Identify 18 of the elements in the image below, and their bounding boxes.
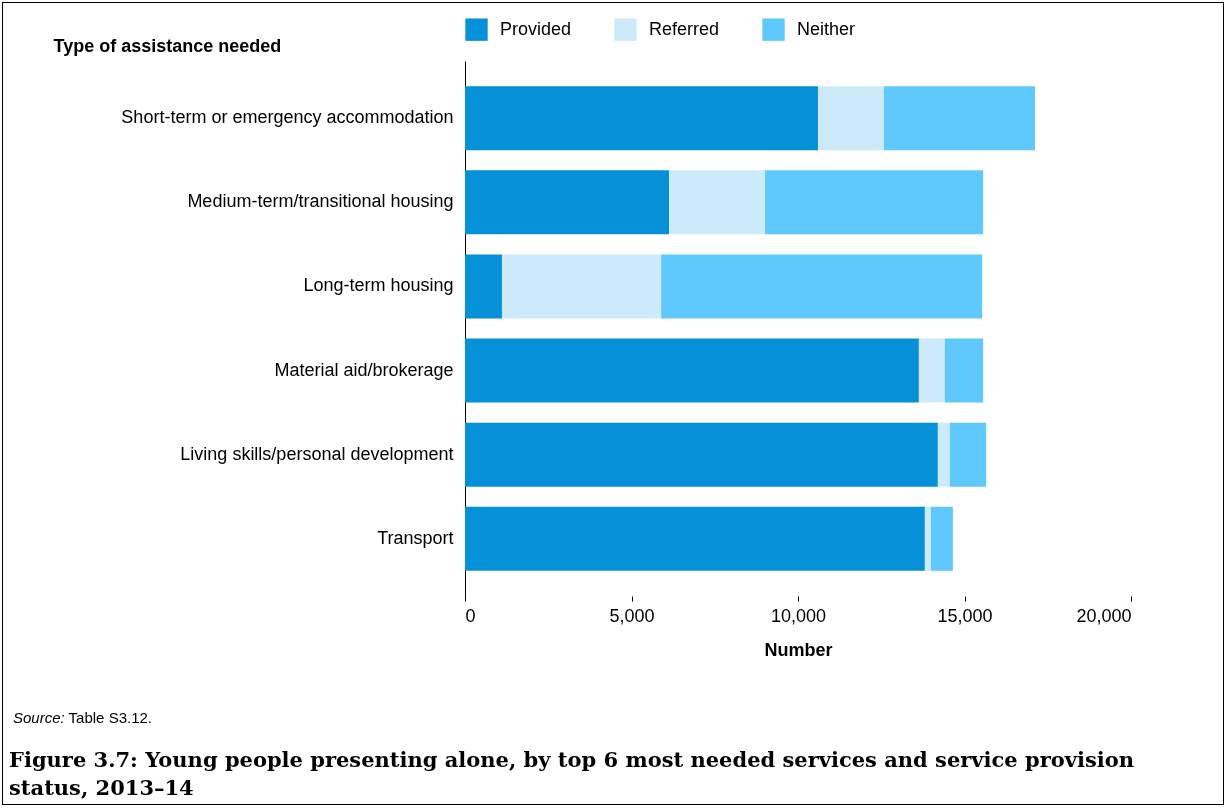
legend-label: Provided	[500, 18, 572, 39]
x-tick-label: 5,000	[609, 605, 655, 626]
x-axis-title: Number	[764, 639, 833, 660]
legend-label: Neither	[797, 18, 856, 39]
y-tick-label: Material aid/brokerage	[274, 359, 454, 380]
y-tick-label: Medium-term/transitional housing	[187, 191, 454, 212]
source-note: Source: Table S3.12.	[13, 709, 152, 726]
y-tick-label: Living skills/personal development	[180, 443, 454, 464]
x-tick-label: 0	[465, 605, 476, 626]
y-tick-label: Short-term or emergency accommodation	[121, 107, 454, 128]
y-axis-title: Type of assistance needed	[53, 35, 282, 56]
x-tick-label: 20,000	[1076, 605, 1132, 626]
x-tick-label: 15,000	[937, 605, 993, 626]
x-tick-label: 10,000	[770, 605, 827, 626]
y-tick-label: Long-term housing	[303, 275, 454, 296]
text: Figure 3.7: Young people presenting alone, by top 6 most needed services and service provision status, 2013–14	[9, 746, 1135, 802]
y-tick-label: Transport	[377, 527, 454, 548]
legend-label: Referred	[649, 18, 720, 39]
